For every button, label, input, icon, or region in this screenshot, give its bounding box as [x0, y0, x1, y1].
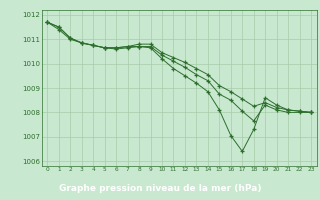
Text: Graphe pression niveau de la mer (hPa): Graphe pression niveau de la mer (hPa) [59, 184, 261, 193]
